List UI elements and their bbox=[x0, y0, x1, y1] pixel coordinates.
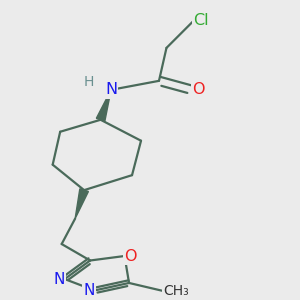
Text: O: O bbox=[192, 82, 204, 97]
Text: N: N bbox=[53, 272, 65, 286]
Text: H: H bbox=[83, 75, 94, 89]
Text: N: N bbox=[105, 82, 117, 97]
Text: CH₃: CH₃ bbox=[164, 284, 189, 298]
Polygon shape bbox=[75, 189, 88, 219]
Text: Cl: Cl bbox=[194, 14, 209, 28]
Polygon shape bbox=[96, 90, 111, 121]
Text: N: N bbox=[83, 283, 94, 298]
Text: O: O bbox=[124, 248, 137, 263]
